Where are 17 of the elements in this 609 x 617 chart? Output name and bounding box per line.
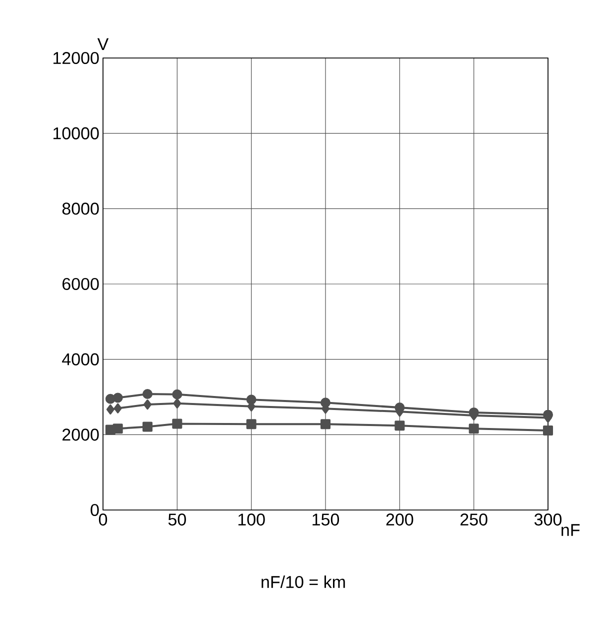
- y-tick-label: 0: [90, 504, 99, 516]
- y-tick-label: 4000: [62, 353, 99, 366]
- x-tick-label: 100: [238, 514, 265, 526]
- x-axis-title: nF: [562, 524, 580, 536]
- x-tick-label: 150: [312, 514, 340, 526]
- y-axis-title: V: [97, 38, 109, 50]
- y-tick-label: 10000: [53, 127, 99, 140]
- y-tick-label: 6000: [62, 278, 99, 290]
- x-tick-label: 300: [534, 514, 562, 526]
- x-tick-label: 50: [168, 514, 186, 526]
- x-tick-label: 250: [460, 514, 488, 526]
- x-tick-label: 0: [98, 514, 108, 526]
- text: nF/10 = km: [262, 576, 345, 588]
- y-tick-label: 8000: [62, 202, 99, 215]
- y-tick-label: 12000: [53, 52, 99, 64]
- x-tick-label: 200: [386, 514, 414, 526]
- y-tick-label: 2000: [62, 428, 99, 441]
